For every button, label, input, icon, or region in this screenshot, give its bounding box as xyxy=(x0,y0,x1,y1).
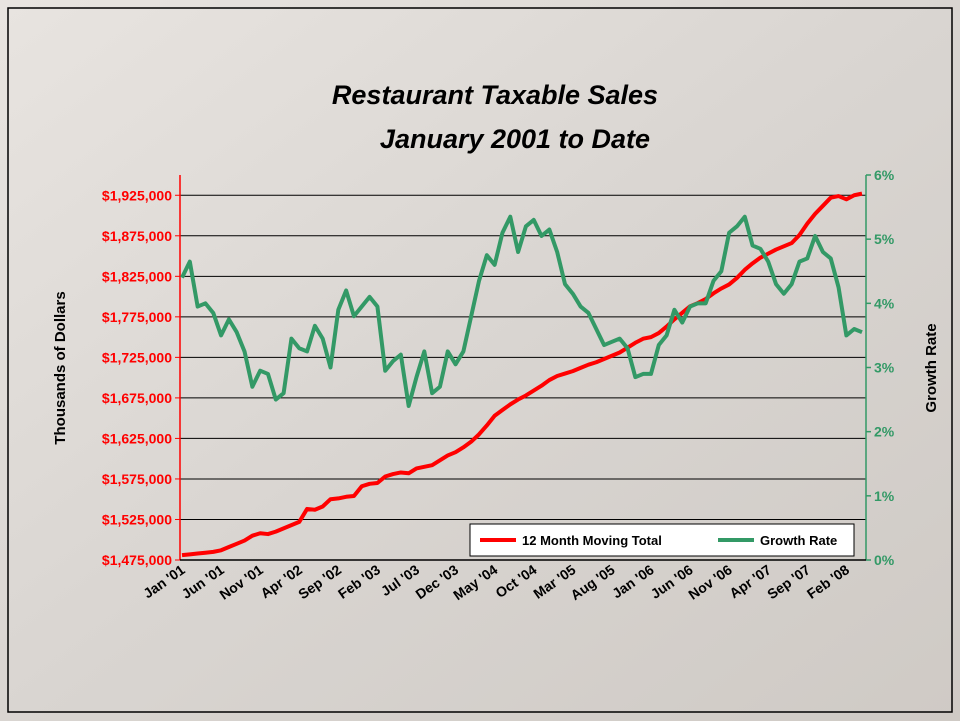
y-tick-label: $1,575,000 xyxy=(102,471,172,487)
y2-tick-label: 3% xyxy=(874,360,895,376)
y-tick-label: $1,625,000 xyxy=(102,430,172,446)
y2-tick-label: 6% xyxy=(874,167,895,183)
y-tick-label: $1,525,000 xyxy=(102,511,172,527)
chart-title: Restaurant Taxable Sales xyxy=(332,80,658,110)
chart-subtitle: January 2001 to Date xyxy=(380,124,650,154)
y-tick-label: $1,875,000 xyxy=(102,228,172,244)
legend-label: Growth Rate xyxy=(760,533,837,548)
y2-tick-label: 0% xyxy=(874,552,895,568)
y2-tick-label: 5% xyxy=(874,231,895,247)
y-tick-label: $1,825,000 xyxy=(102,268,172,284)
y2-tick-label: 4% xyxy=(874,295,895,311)
y-tick-label: $1,925,000 xyxy=(102,187,172,203)
y2-axis-label: Growth Rate xyxy=(923,323,940,412)
y-tick-label: $1,775,000 xyxy=(102,309,172,325)
y-tick-label: $1,725,000 xyxy=(102,349,172,365)
y2-tick-label: 2% xyxy=(874,424,895,440)
y-axis-label: Thousands of Dollars xyxy=(52,291,69,444)
chart: Restaurant Taxable Sales January 2001 to… xyxy=(0,0,960,721)
y-tick-label: $1,675,000 xyxy=(102,390,172,406)
legend-label: 12 Month Moving Total xyxy=(522,533,662,548)
y2-tick-label: 1% xyxy=(874,488,895,504)
y-tick-label: $1,475,000 xyxy=(102,552,172,568)
